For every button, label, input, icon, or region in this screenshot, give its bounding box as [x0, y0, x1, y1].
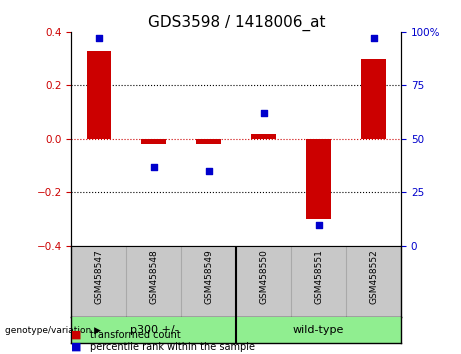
Text: GSM458550: GSM458550 [259, 250, 268, 304]
Text: genotype/variation ▶: genotype/variation ▶ [5, 326, 100, 335]
Bar [251, 133, 276, 139]
Point [370, 35, 377, 41]
Point [150, 164, 158, 170]
Point [315, 222, 322, 228]
Text: GSM458548: GSM458548 [149, 250, 159, 304]
Bar [196, 139, 221, 144]
Point [260, 110, 267, 116]
Text: percentile rank within the sample: percentile rank within the sample [90, 342, 255, 352]
Bar [361, 59, 386, 139]
Point [95, 35, 103, 41]
Text: ■: ■ [71, 330, 82, 339]
Text: wild-type: wild-type [293, 325, 344, 335]
Title: GDS3598 / 1418006_at: GDS3598 / 1418006_at [148, 14, 325, 30]
Bar [142, 139, 166, 144]
Text: GSM458551: GSM458551 [314, 250, 323, 304]
Text: transformed count: transformed count [90, 330, 181, 339]
Text: GSM458552: GSM458552 [369, 250, 378, 304]
Text: p300 +/-: p300 +/- [130, 325, 178, 335]
Bar [87, 51, 111, 139]
Text: GSM458547: GSM458547 [95, 250, 103, 304]
Bar [306, 139, 331, 219]
Text: ■: ■ [71, 342, 82, 352]
Text: GSM458549: GSM458549 [204, 250, 213, 304]
Point [205, 168, 213, 174]
